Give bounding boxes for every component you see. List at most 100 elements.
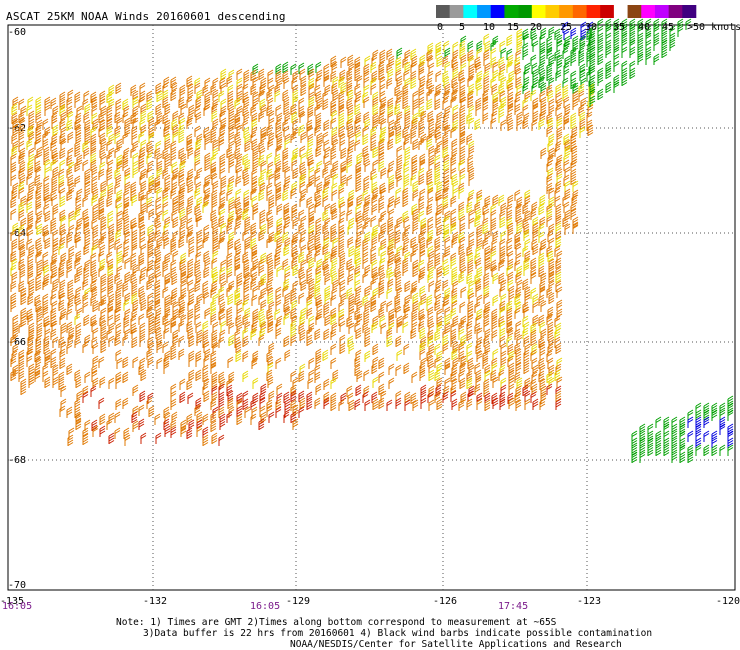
wind-barb bbox=[410, 174, 417, 186]
wind-barb bbox=[330, 55, 337, 67]
wind-barb bbox=[434, 236, 441, 248]
wind-barb bbox=[146, 166, 153, 178]
wind-barb bbox=[323, 152, 330, 164]
wind-barb bbox=[260, 287, 267, 299]
wind-barb bbox=[378, 286, 385, 298]
wind-barb bbox=[380, 300, 387, 312]
wind-barb bbox=[332, 89, 339, 101]
wind-barb bbox=[332, 139, 339, 151]
wind-barb bbox=[106, 328, 113, 340]
wind-barb bbox=[354, 398, 361, 410]
wind-barb bbox=[466, 201, 473, 213]
wind-barb bbox=[395, 364, 402, 376]
wind-barb bbox=[483, 33, 490, 45]
wind-barb bbox=[727, 409, 734, 421]
wind-barb bbox=[356, 194, 363, 206]
wind-barb bbox=[74, 406, 81, 418]
wind-barb bbox=[508, 293, 515, 305]
wind-barb bbox=[546, 182, 553, 194]
wind-barb bbox=[292, 96, 299, 108]
wind-barb bbox=[554, 28, 561, 40]
wind-barb bbox=[434, 356, 441, 368]
wind-barb bbox=[130, 146, 137, 158]
wind-barb bbox=[564, 103, 571, 115]
wind-barb bbox=[546, 47, 553, 59]
wind-barb bbox=[148, 180, 155, 192]
wind-barb bbox=[194, 105, 201, 117]
wind-barb bbox=[196, 411, 203, 423]
wind-barb bbox=[59, 348, 66, 360]
wind-barb bbox=[570, 173, 577, 185]
wind-barb bbox=[570, 132, 577, 144]
wind-barb bbox=[451, 56, 458, 68]
wind-barb bbox=[275, 160, 282, 172]
wind-barb bbox=[524, 398, 531, 410]
wind-barb bbox=[372, 91, 379, 103]
wind-barb bbox=[548, 187, 555, 199]
wind-barb bbox=[330, 117, 337, 129]
wind-barb bbox=[59, 236, 66, 248]
wind-barb bbox=[82, 433, 89, 445]
wind-barb bbox=[10, 250, 17, 262]
wind-barb bbox=[402, 229, 409, 241]
wind-barb bbox=[339, 69, 346, 81]
wind-barb bbox=[26, 138, 33, 150]
wind-barb bbox=[131, 244, 138, 256]
wind-barb bbox=[123, 314, 130, 326]
wind-barb bbox=[386, 327, 393, 339]
wind-barb bbox=[35, 251, 42, 263]
wind-barb bbox=[444, 363, 451, 375]
wind-barb bbox=[19, 174, 26, 186]
wind-barb bbox=[418, 118, 425, 130]
wind-barb bbox=[388, 195, 395, 207]
wind-barb bbox=[348, 308, 355, 320]
wind-barb bbox=[202, 84, 209, 96]
wind-barb bbox=[284, 166, 291, 178]
wind-barb bbox=[194, 313, 201, 325]
wind-barb bbox=[482, 96, 489, 108]
lat-label: -60 bbox=[8, 27, 26, 38]
wind-barb bbox=[363, 63, 370, 75]
wind-barb bbox=[516, 265, 523, 277]
wind-barb bbox=[18, 187, 25, 199]
wind-barb bbox=[428, 343, 435, 355]
wind-barb bbox=[347, 273, 354, 285]
wind-barb bbox=[236, 272, 243, 284]
wind-barb bbox=[299, 161, 306, 173]
wind-barb bbox=[324, 174, 331, 186]
wind-barb bbox=[426, 89, 433, 101]
wind-barb bbox=[563, 68, 570, 80]
wind-barb bbox=[621, 46, 628, 58]
wind-barb bbox=[547, 230, 554, 242]
wind-barb bbox=[436, 315, 443, 327]
wind-barb bbox=[483, 49, 490, 61]
wind-barb bbox=[252, 97, 259, 109]
wind-barb bbox=[252, 160, 259, 172]
wind-barb bbox=[418, 231, 425, 243]
wind-barb bbox=[371, 229, 378, 241]
wind-barb bbox=[396, 321, 403, 333]
wind-barb bbox=[210, 83, 217, 95]
wind-barb bbox=[442, 196, 449, 208]
wind-barb bbox=[323, 306, 330, 318]
wind-barb bbox=[498, 56, 505, 68]
wind-barb bbox=[90, 159, 97, 171]
wind-barb bbox=[292, 377, 299, 389]
wind-barb bbox=[50, 328, 57, 340]
wind-barb bbox=[171, 181, 178, 193]
wind-barb bbox=[298, 390, 305, 402]
wind-barb bbox=[290, 307, 297, 319]
wind-barb bbox=[18, 201, 25, 213]
wind-barb bbox=[364, 327, 371, 339]
wind-barb bbox=[523, 306, 530, 318]
wind-barb bbox=[372, 146, 379, 158]
wind-barb bbox=[330, 70, 337, 82]
wind-barb bbox=[178, 131, 185, 143]
wind-barb bbox=[75, 194, 82, 206]
wind-barb bbox=[466, 350, 473, 362]
wind-barb bbox=[284, 237, 291, 249]
wind-barb bbox=[290, 411, 297, 423]
wind-barb bbox=[355, 175, 362, 187]
wind-barb bbox=[138, 418, 145, 430]
wind-barb bbox=[347, 112, 354, 124]
